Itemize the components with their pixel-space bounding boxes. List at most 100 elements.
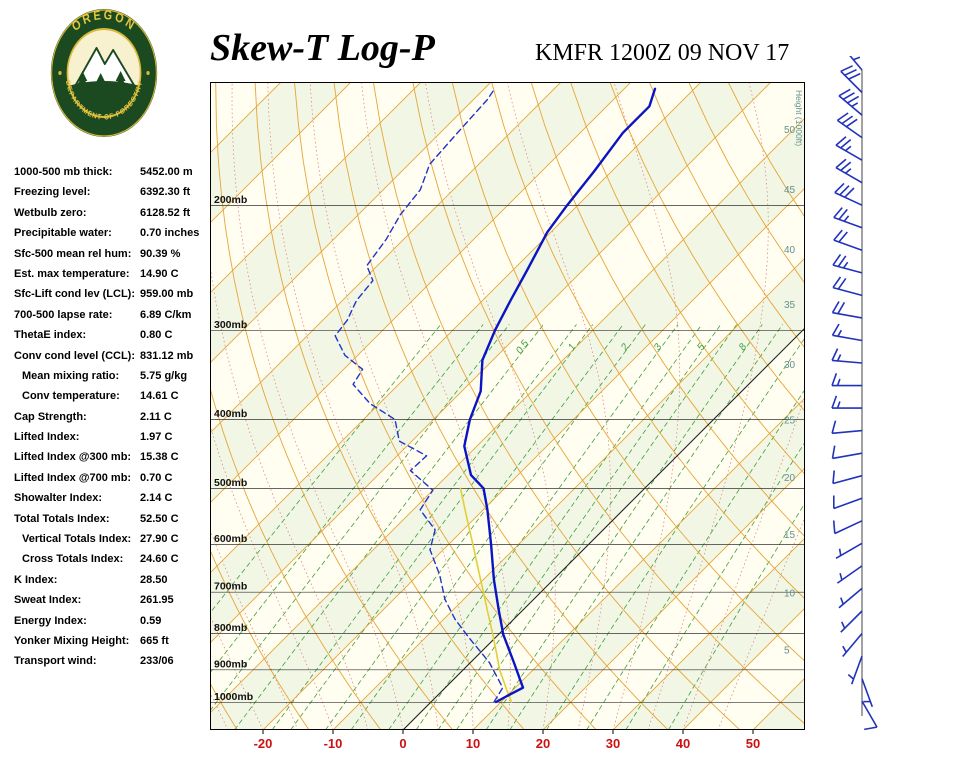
index-row: Lifted Index @300 mb: 15.38 C [14,451,214,471]
wind-barb [833,207,863,229]
index-row: Sfc-500 mean rel hum: 90.39 % [14,248,214,268]
index-value: 14.90 C [140,267,179,280]
index-row: Yonker Mixing Height: 665 ft [14,635,214,655]
index-row: Lifted Index @700 mb: 0.70 C [14,472,214,492]
svg-text:15: 15 [784,530,796,541]
wind-barb [831,420,863,435]
index-value: 6128.52 ft [140,206,191,219]
svg-text:35: 35 [784,300,796,311]
index-row: Sfc-Lift cond lev (LCL): 959.00 mb [14,288,214,308]
index-row: Est. max temperature: 14.90 C [14,268,214,288]
logo-right-dot [146,71,150,75]
wind-barb [840,65,863,94]
wind-barb [831,445,863,460]
index-label: 1000-500 mb thick: [14,166,113,178]
index-value: 665 ft [140,634,169,647]
svg-text:50: 50 [784,125,796,136]
index-label: Mean mixing ratio: [22,369,120,382]
index-row: Conv cond level (CCL): 831.12 mb [14,350,214,370]
index-value: 1.97 C [140,431,173,444]
page-title: Skew-T Log-P [210,27,435,69]
svg-text:600mb: 600mb [214,533,247,545]
index-value: 90.39 % [140,247,181,260]
index-value: 5.75 g/kg [140,369,188,382]
index-label: Precipitable water: [14,227,112,240]
plot-grid [210,82,805,730]
index-label: Est. max temperature: [14,267,130,280]
index-row: Conv temperature: 14.61 C [14,390,214,410]
parcel-trace [459,487,513,703]
index-row: Cross Totals Index: 24.60 C [14,553,214,573]
wind-barb [861,700,878,731]
logo-left-dot [58,71,62,75]
svg-text:30: 30 [784,360,796,371]
svg-text:10: 10 [784,588,796,599]
svg-text:900mb: 900mb [214,658,247,670]
svg-text:40: 40 [784,245,796,256]
wind-barb [831,348,863,364]
index-value: 52.50 C [140,512,179,525]
svg-text:300mb: 300mb [214,319,247,331]
svg-text:45: 45 [784,185,796,196]
index-value: 261.95 [140,594,174,607]
index-label: Conv cond level (CCL): [14,349,136,362]
index-label: Transport wind: [14,655,97,668]
skewt-chart: 0.5 1 2 3 5 8200mb300mb400mb500mb600mb700mb80… [210,82,805,751]
index-label: Wetbulb zero: [14,206,87,219]
index-row: ThetaE index: 0.80 C [14,329,214,349]
index-label: Sweat Index: [14,594,82,607]
index-label: Vertical Totals Index: [22,533,132,546]
wind-barb [835,542,863,559]
index-label: Sfc-Lift cond lev (LCL): [14,288,135,301]
svg-text:5: 5 [695,341,707,352]
index-value: 15.38 C [140,451,179,464]
wind-barb [840,610,863,633]
svg-text:20: 20 [536,736,550,751]
index-value: 0.70 C [140,471,173,484]
wind-barb-column [831,56,878,731]
index-value: 6392.30 ft [140,186,191,199]
logo-trees [76,71,127,88]
index-label: Total Totals Index: [14,512,110,525]
svg-text:200mb: 200mb [214,194,247,206]
index-value: 28.50 [140,573,168,586]
index-row: Total Totals Index: 52.50 C [14,513,214,533]
index-value: 0.70 inches [140,227,200,240]
index-label: Lifted Index @700 mb: [14,471,132,484]
index-label: K Index: [14,573,58,586]
index-row: Transport wind: 233/06 [14,655,214,675]
index-value: 6.89 C/km [140,308,192,321]
indices-panel: 1000-500 mb thick: 5452.00 m Freezing leve… [14,166,214,676]
odf-logo: OREGON DEPARTMENT OF FORESTRY [50,8,158,137]
wind-barb [834,182,863,206]
svg-text:500mb: 500mb [214,477,247,489]
svg-text:50: 50 [746,736,760,751]
wind-barb [836,565,863,584]
svg-text:20: 20 [784,473,796,484]
height-scale: 50 45 40 35 30 25 20 15 10 5 [784,125,796,656]
index-label: Yonker Mixing Height: [14,634,130,647]
svg-text:0: 0 [399,736,406,751]
index-label: Conv temperature: [22,390,120,403]
wind-barb [847,655,863,685]
svg-text:-20: -20 [254,736,273,751]
station-datetime: KMFR 1200Z 09 NOV 17 [535,40,790,66]
index-row: Cap Strength: 2.11 C [14,411,214,431]
index-label: 700-500 lapse rate: [14,308,113,321]
index-label: Sfc-500 mean rel hum: [14,247,132,260]
index-value: 2.11 C [140,410,172,423]
svg-text:25: 25 [784,415,796,426]
index-row: Mean mixing ratio: 5.75 g/kg [14,370,214,390]
index-label: Cross Totals Index: [22,553,124,566]
index-label: Cap Strength: [14,410,87,423]
logo-rim [51,9,157,137]
index-row: 1000-500 mb thick: 5452.00 m [14,166,214,186]
index-row: 700-500 lapse rate: 6.89 C/km [14,309,214,329]
index-label: Freezing level: [14,186,91,199]
isotherms [210,82,805,730]
index-value: 24.60 C [140,553,179,566]
index-value: 27.90 C [140,533,179,546]
wind-barb [838,587,863,609]
mixing-ratio-lines [210,324,805,730]
